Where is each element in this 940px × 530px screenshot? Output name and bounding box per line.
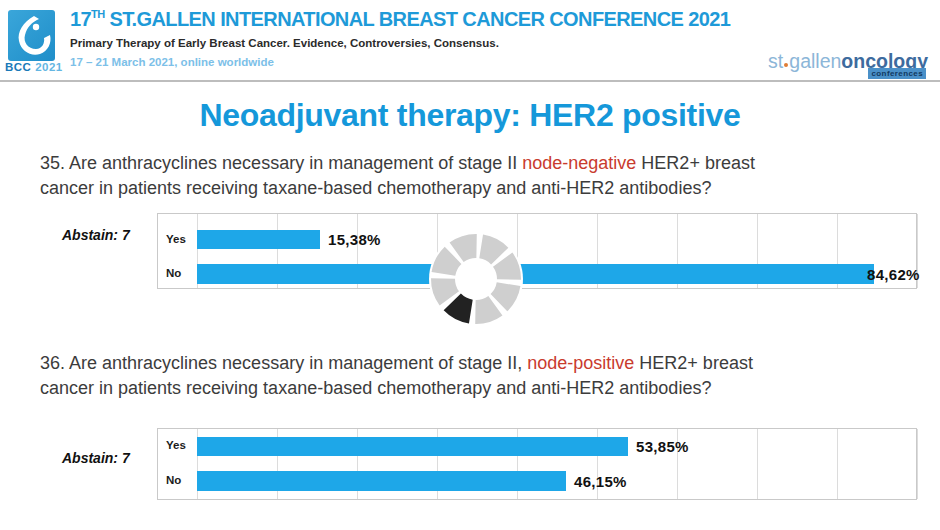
bcc-logo-text: BCC [5, 61, 31, 73]
conference-title: 17TH ST.GALLEN INTERNATIONAL BREAST CANC… [70, 8, 730, 31]
page-title: Neoadjuvant therapy: HER2 positive [0, 97, 940, 134]
bcc-logo-year: 2021 [35, 61, 63, 73]
bar-no-q36 [197, 471, 566, 491]
bcc-logo [8, 10, 55, 61]
conference-subtitle: Primary Therapy of Early Breast Cancer. … [70, 37, 499, 49]
drop-icon [8, 10, 55, 61]
node-status-highlight: node-negative [522, 153, 636, 173]
bar-value-yes-q35: 15,38% [328, 231, 381, 248]
brand-dot-icon [784, 63, 788, 67]
abstain-label-q35: Abstain: 7 [62, 227, 130, 243]
category-label-yes: Yes [166, 233, 186, 245]
category-label-yes: Yes [166, 439, 186, 451]
bcc-logo-caption: BCC 2021 [5, 61, 65, 73]
question-35-line1: 35. Are anthracyclines necessary in mana… [40, 153, 755, 174]
brand-st: st [768, 50, 783, 72]
question-35-line2: cancer in patients receiving taxane-base… [40, 178, 711, 199]
category-label-no: No [166, 474, 181, 486]
loading-spinner-icon [426, 229, 526, 329]
gridline [757, 429, 758, 499]
bar-value-no-q35: 84,62% [867, 266, 920, 283]
conference-title-ordinal: TH [91, 8, 104, 20]
conference-dates: 17 – 21 March 2021, online worldwide [70, 56, 274, 68]
brand-gallen: gallen [789, 50, 841, 72]
gridline [917, 429, 918, 499]
slide-canvas: BCC 2021 17TH ST.GALLEN INTERNATIONAL BR… [0, 0, 940, 530]
category-label-no: No [166, 267, 181, 279]
question-36-line2: cancer in patients receiving taxane-base… [40, 378, 711, 399]
bar-value-yes-q36: 53,85% [636, 438, 689, 455]
header-divider [0, 80, 940, 82]
bar-chart-q36: Yes 53,85% No 46,15% [157, 428, 917, 500]
question-36-line1: 36. Are anthracyclines necessary in mana… [40, 353, 753, 374]
bar-chart-q35: Yes 15,38% No 84,62% [157, 213, 917, 289]
bar-no-q35 [197, 264, 874, 284]
bar-yes-q36 [197, 437, 628, 456]
abstain-label-q36: Abstain: 7 [62, 450, 130, 466]
bar-yes-q35 [197, 230, 320, 249]
gridline [837, 429, 838, 499]
brand-conferences-badge: conferences [868, 68, 926, 79]
bar-value-no-q36: 46,15% [574, 473, 627, 490]
node-status-highlight: node-positive [527, 353, 634, 373]
